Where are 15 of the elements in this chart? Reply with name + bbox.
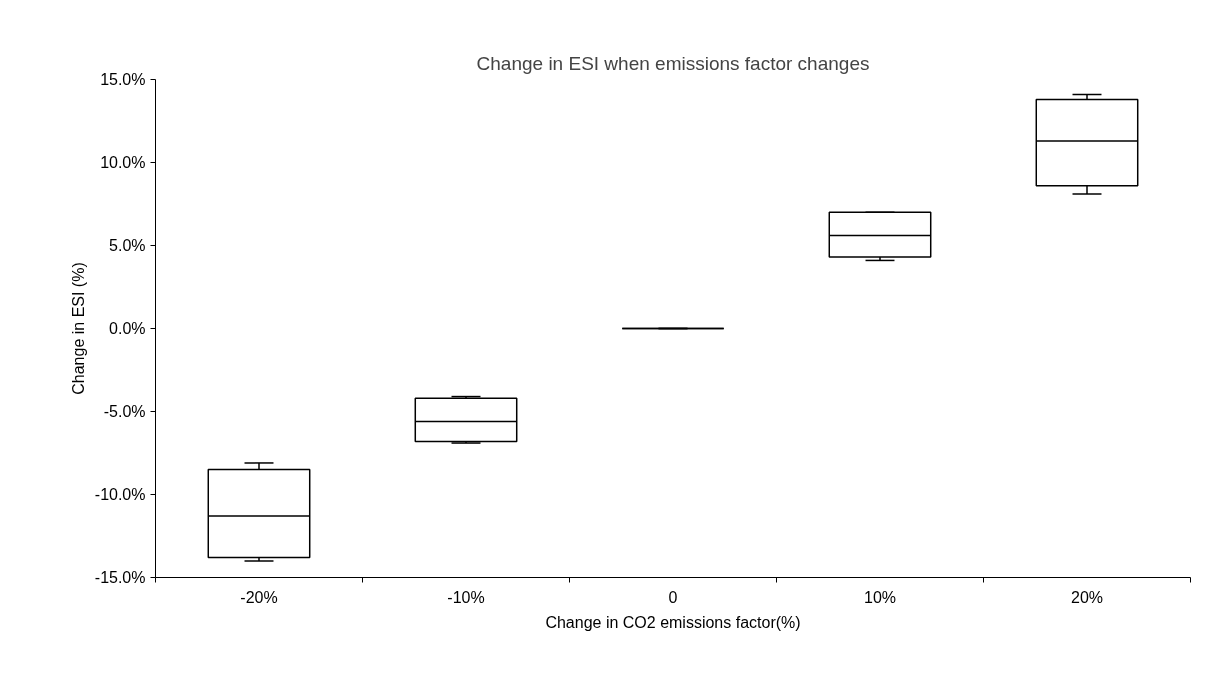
- y-tick-label: -15.0%: [94, 569, 146, 586]
- y-axis-title: Change in ESI (%): [69, 262, 87, 395]
- y-tick-label: 15.0%: [100, 71, 146, 88]
- x-axis-title: Change in CO2 emissions factor(%): [545, 613, 801, 631]
- x-tick-label: 0: [668, 588, 678, 606]
- x-tick-label: 10%: [863, 588, 897, 606]
- y-tick-label: -5.0%: [103, 403, 146, 420]
- y-tick-label: -10.0%: [94, 486, 146, 503]
- y-tick-label: 5.0%: [109, 237, 146, 254]
- chart-title: Change in ESI when emissions factor changes: [476, 52, 870, 74]
- y-tick-label: 10.0%: [100, 154, 146, 171]
- x-tick-label: -10%: [447, 588, 485, 606]
- x-tick-label: 20%: [1070, 588, 1104, 606]
- x-tick-label: -20%: [240, 588, 278, 606]
- y-tick-label: 0.0%: [109, 320, 146, 337]
